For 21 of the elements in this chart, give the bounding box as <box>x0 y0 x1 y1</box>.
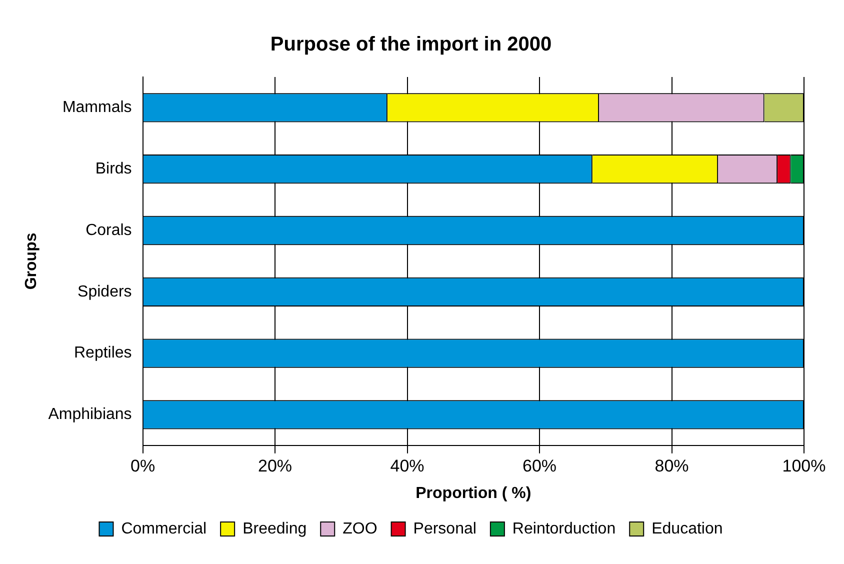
x-axis-title: Proportion ( %) <box>416 484 532 502</box>
legend-label: Commercial <box>121 520 207 538</box>
legend-label: Personal <box>413 520 476 538</box>
legend-label: ZOO <box>342 520 378 538</box>
x-tick-label: 0% <box>130 456 156 476</box>
y-tick-label: Birds <box>95 160 132 178</box>
y-tick-label: Spiders <box>78 283 132 300</box>
legend-label: Reintorduction <box>512 520 616 538</box>
x-tick-label: 40% <box>390 456 424 476</box>
legend-label: Education <box>652 520 723 538</box>
y-tick-label: Mammals <box>62 99 132 116</box>
y-tick-label: Corals <box>86 222 132 239</box>
y-axis-title: Groups <box>23 232 40 290</box>
x-tick-label: 100% <box>782 456 826 476</box>
legend-label: Breeding <box>242 520 307 538</box>
x-tick-label: 20% <box>258 456 292 476</box>
y-tick-label: Reptiles <box>74 344 132 362</box>
x-tick-label: 80% <box>654 456 689 476</box>
y-tick-label: Amphibians <box>48 406 132 424</box>
x-tick-label: 60% <box>522 456 557 476</box>
chart-title: Purpose of the import in 2000 <box>270 34 552 56</box>
